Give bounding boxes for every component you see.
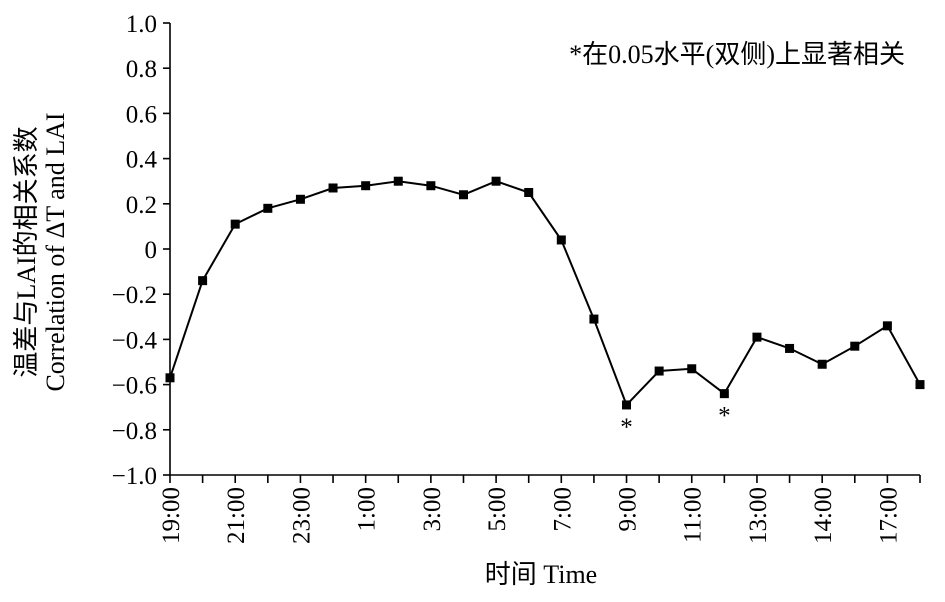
y-tick-label: 1.0 [126,11,157,38]
significance-asterisk: * [620,414,633,441]
data-point [752,332,762,342]
x-tick-label: 1:00 [354,487,381,531]
data-point [328,183,338,193]
data-point [589,314,599,324]
data-point [850,341,860,351]
data-point [915,380,925,390]
data-point [426,181,436,191]
data-point [719,389,729,399]
data-point [165,373,175,383]
y-tick-label: 0.4 [126,147,158,174]
x-tick-label: 11:00 [680,487,707,543]
data-point [230,219,240,229]
x-tick-label: 5:00 [484,487,511,531]
data-point [524,188,534,197]
x-tick-label: 9:00 [615,487,642,531]
data-point [198,276,208,286]
x-tick-label: 21:00 [223,487,250,544]
y-tick-label: −0.2 [112,282,157,309]
data-point [393,176,403,186]
y-ticks: 1.0 0.8 0.6 0.4 0.2 0 −0.2 −0.4 −0.6 −0.8 −1.0 [112,11,170,490]
y-tick-label: −0.6 [112,373,157,400]
data-point [817,359,827,369]
significance-marks: * * [620,403,730,441]
significance-asterisk: * [718,403,731,430]
data-point [654,366,664,376]
data-point [622,400,632,410]
data-point [361,181,371,191]
data-point [458,190,468,200]
y-tick-label: 0.6 [126,101,157,128]
data-point [491,176,501,186]
data-point [687,364,697,374]
data-point [882,321,892,331]
x-tick-label: 23:00 [288,487,315,544]
x-tick-label: 13:00 [745,487,772,544]
x-ticks: 19:00 21:00 23:00 1:00 3:00 5:00 7:00 9:00 11:00… [158,475,921,544]
y-tick-label: 0.8 [126,56,157,83]
y-axis-label-chinese: 温差与LAI的相关系数 [12,126,41,377]
axes [169,23,920,476]
data-point [785,343,795,353]
data-point [295,194,305,204]
y-axis-label-english: Correlation of ΔT and LAI [41,112,70,391]
y-tick-label: −1.0 [112,463,157,490]
y-tick-label: −0.8 [112,418,157,445]
x-axis-label: 时间 Time [485,560,597,589]
y-tick-label: 0 [145,237,158,264]
series-group [165,176,925,410]
data-point [556,235,566,245]
x-tick-label: 7:00 [549,487,576,531]
x-tick-label: 3:00 [419,487,446,531]
x-tick-label: 14:00 [810,487,837,544]
x-tick-label: 17:00 [875,487,902,544]
data-point [263,203,273,213]
y-tick-label: −0.4 [112,327,158,354]
significance-annotation: *在0.05水平(双侧)上显著相关 [569,40,905,69]
y-tick-label: 0.2 [126,192,157,219]
series-line [169,180,921,407]
x-tick-label: 19:00 [158,487,185,544]
